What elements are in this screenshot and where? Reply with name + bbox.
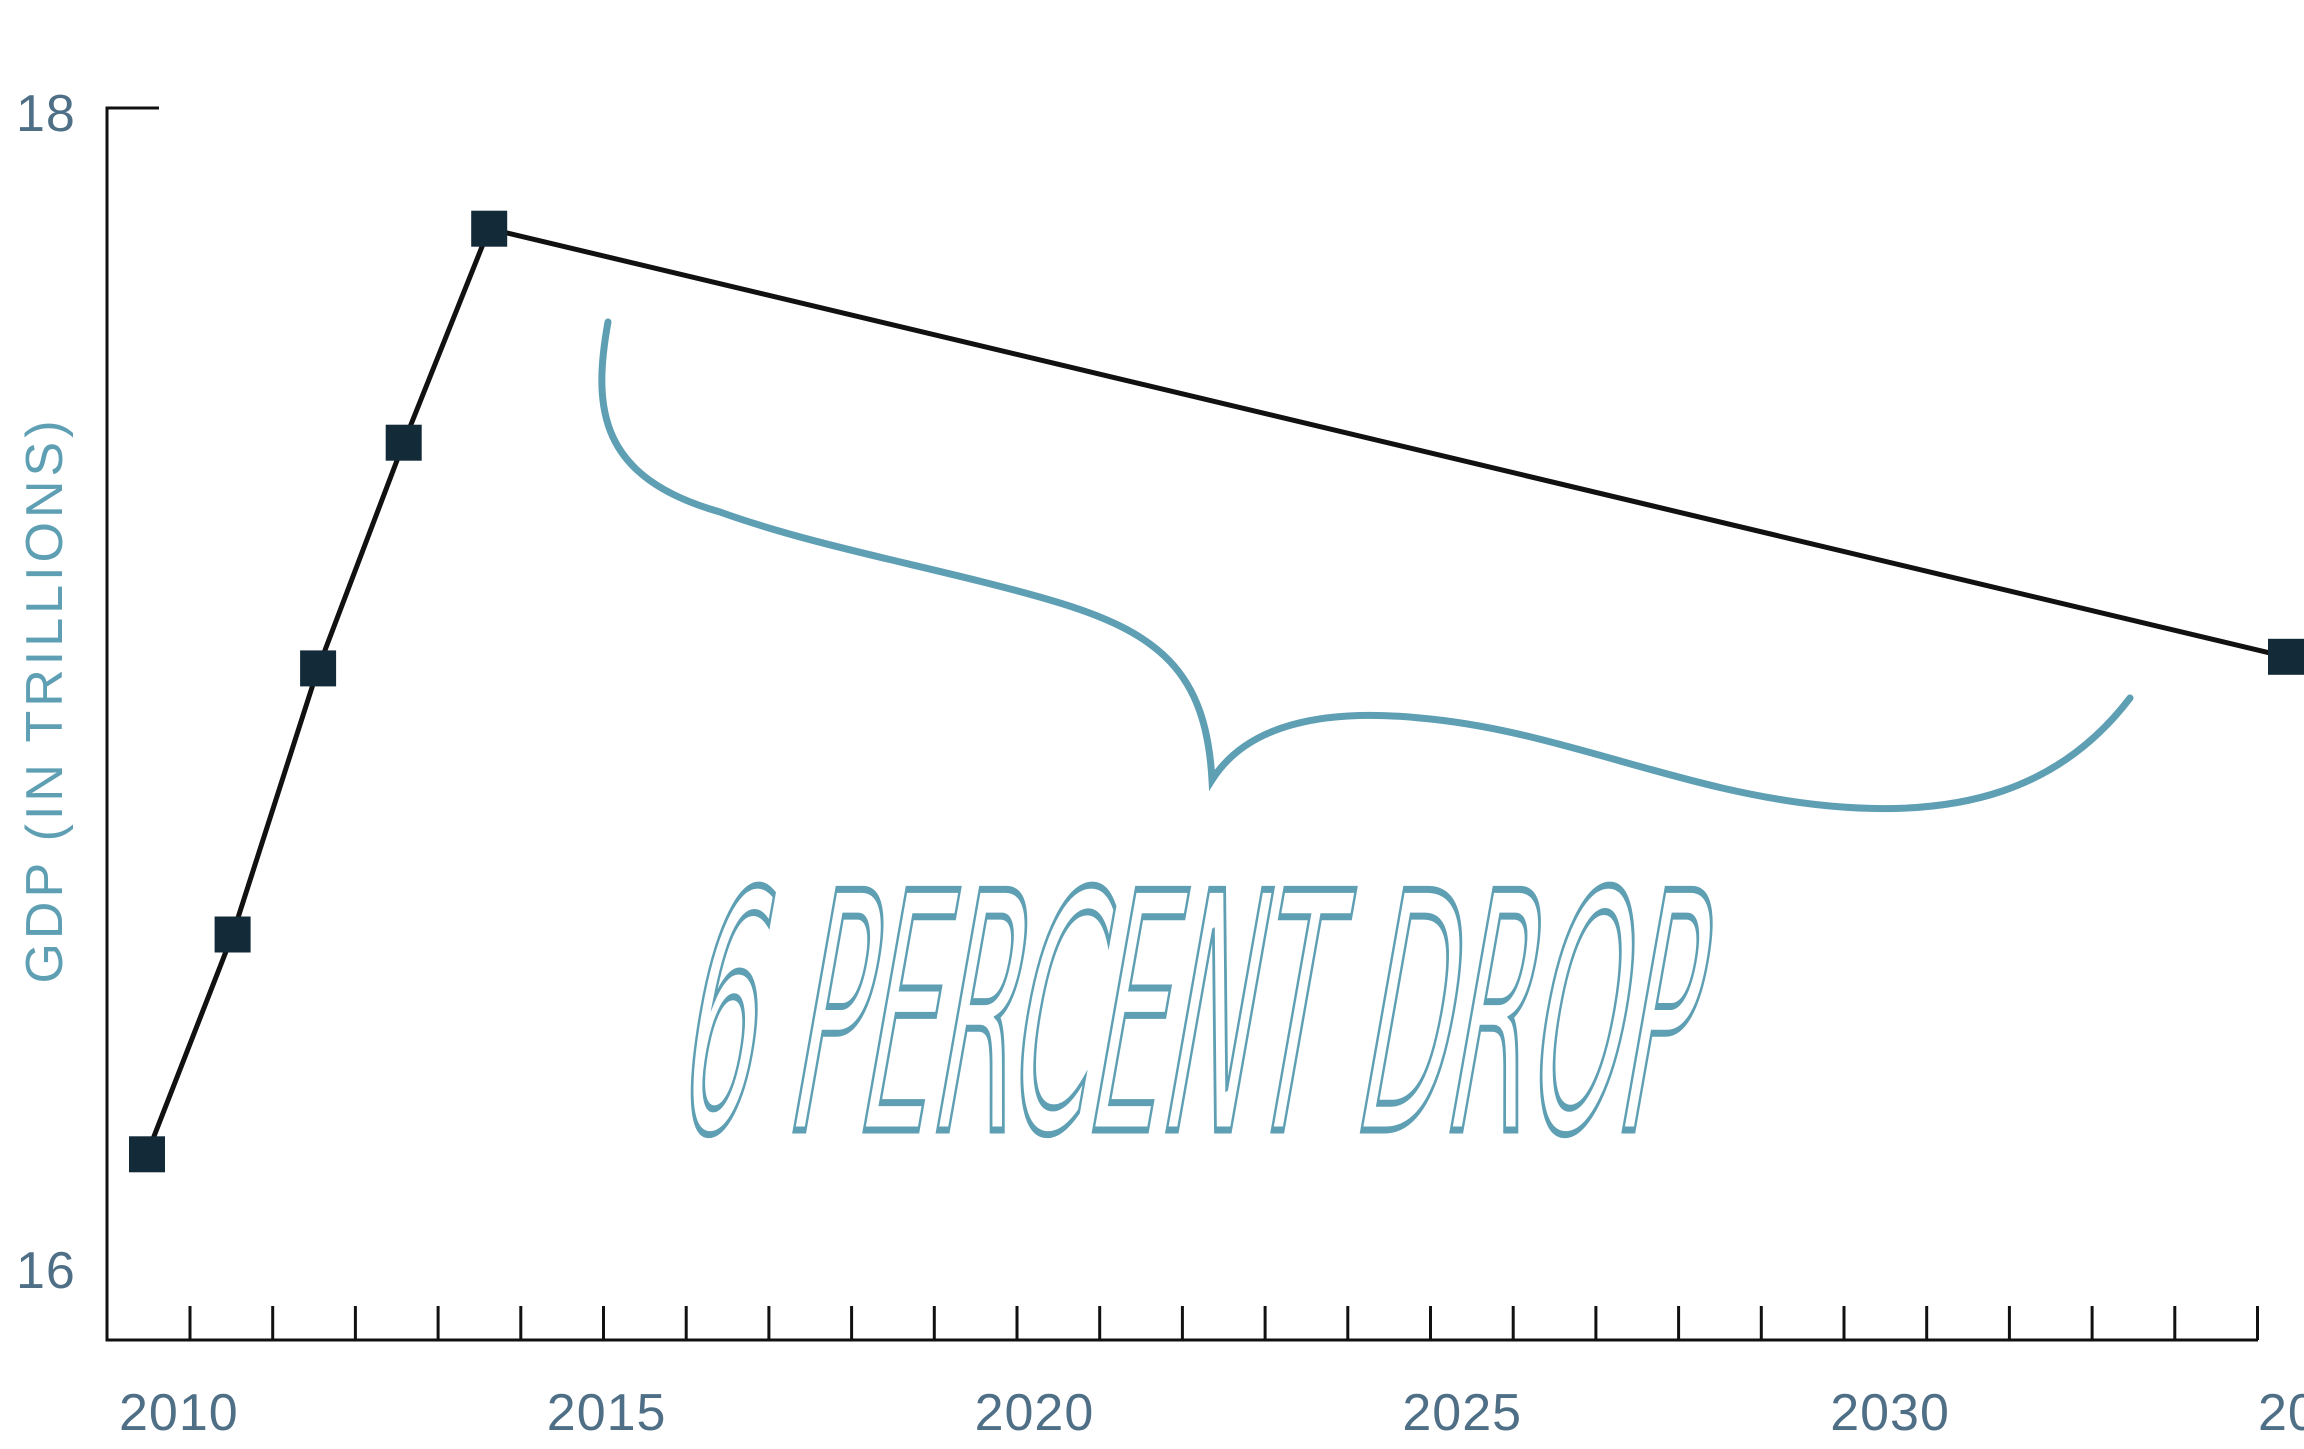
data-point-marker [471,210,508,247]
y-axis-title: GDP (IN TRILLIONS) [16,416,74,983]
series-line [144,225,2287,1156]
data-point-marker [129,1136,165,1173]
x-tick-label: 2020 [975,1384,1095,1442]
y-tick-label: 16 [16,1242,76,1300]
data-point-marker [385,424,422,461]
data-point-marker [300,650,337,687]
y-tick-label: 18 [16,85,76,143]
x-tick-label: 2015 [547,1384,667,1442]
data-markers [129,210,2304,1173]
x-tick-label: 2030 [1830,1384,1950,1442]
annotation-text: 6 PERCENT DROP [658,824,1736,1208]
data-point-marker [214,916,251,953]
annotation-brace [598,318,2134,813]
x-tick-label: 2035 [2258,1384,2304,1442]
x-tick-label: 2025 [1402,1384,1522,1442]
x-axis-ticks: 2010 2015 2020 2025 2030 2035 [119,1306,2304,1442]
data-point-marker [2268,638,2304,675]
x-tick-label: 2010 [119,1384,239,1442]
